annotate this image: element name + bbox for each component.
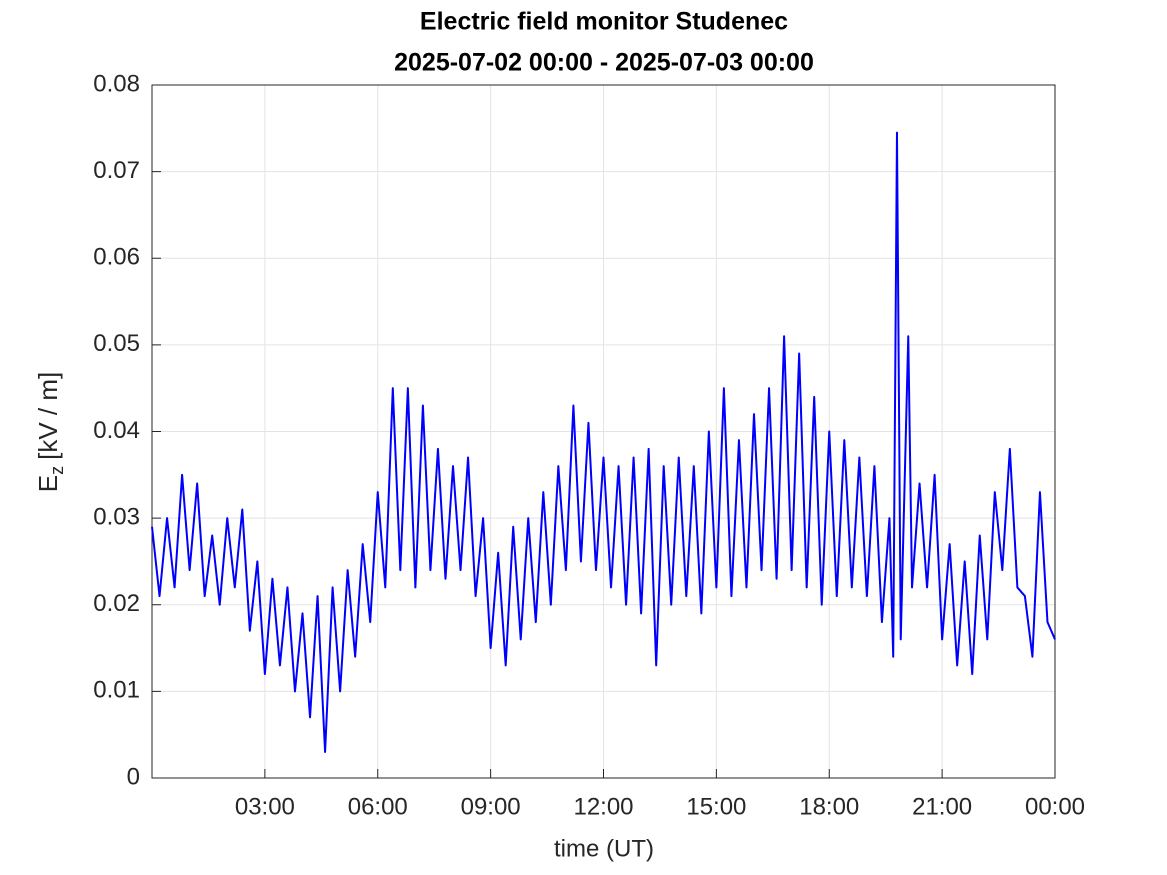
chart-title: Electric field monitor Studenec — [420, 8, 788, 36]
y-label-subscript: z — [47, 466, 67, 475]
y-tick-label: 0 — [127, 763, 140, 790]
y-axis-label: Ez [kV / m] — [33, 372, 67, 492]
y-tick-label: 0.07 — [93, 157, 140, 184]
y-tick-label: 0.05 — [93, 330, 140, 357]
y-label-symbol: E — [33, 475, 63, 492]
x-tick-label: 12:00 — [573, 793, 633, 820]
x-tick-label: 09:00 — [461, 793, 521, 820]
x-tick-label: 06:00 — [348, 793, 408, 820]
y-tick-label: 0.01 — [93, 677, 140, 704]
x-tick-label: 00:00 — [1025, 793, 1085, 820]
x-tick-label: 18:00 — [799, 793, 859, 820]
x-tick-label: 21:00 — [912, 793, 972, 820]
x-tick-label: 15:00 — [686, 793, 746, 820]
chart-subtitle: 2025-07-02 00:00 - 2025-07-03 00:00 — [394, 49, 814, 77]
y-tick-label: 0.02 — [93, 590, 140, 617]
plot-frame — [151, 84, 1056, 779]
y-tick-label: 0.08 — [93, 70, 140, 97]
y-label-unit: [kV / m] — [33, 372, 63, 460]
y-tick-label: 0.03 — [93, 503, 140, 530]
x-axis-label: time (UT) — [554, 835, 654, 862]
y-tick-label: 0.04 — [93, 417, 140, 444]
y-tick-label: 0.06 — [93, 244, 140, 271]
x-tick-label: 03:00 — [235, 793, 295, 820]
data-line — [151, 131, 1056, 754]
